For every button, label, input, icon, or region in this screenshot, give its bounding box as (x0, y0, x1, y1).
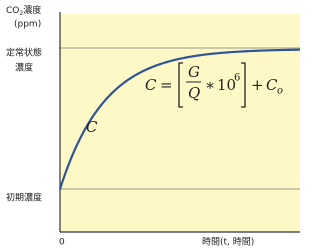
formula-exponent: 6 (234, 73, 240, 84)
curve-label: C (86, 118, 98, 136)
concentration-curve (58, 48, 301, 190)
steady-state-label: 濃度 (15, 62, 33, 74)
formula-numerator: G (188, 63, 200, 81)
y-axis-label: CO2濃度 (6, 4, 41, 17)
diagram: CO2濃度 (ppm) 定常状態 濃度 初期濃度 0 時間(t, 時間) C C… (6, 4, 301, 248)
formula-lhs: C (145, 76, 157, 94)
bracket-right (241, 62, 246, 108)
formula-constant-subscript: o (277, 86, 283, 97)
formula-constant: C (266, 76, 278, 94)
formula-equals: = (160, 76, 173, 94)
x-origin: 0 (59, 238, 65, 248)
formula-plus: + (251, 76, 264, 94)
formula-times: ∗ (205, 76, 215, 94)
steady-state-label: 定常状態 (6, 47, 42, 59)
formula: C = G Q ∗ 10 6 + C o (145, 62, 283, 108)
bracket-left (178, 62, 183, 108)
x-axis-label: 時間(t, 時間) (202, 237, 254, 248)
formula-base: 10 (217, 76, 236, 94)
y-axis-unit: (ppm) (14, 20, 41, 30)
formula-denominator: Q (188, 84, 200, 102)
initial-label: 初期濃度 (6, 192, 42, 204)
